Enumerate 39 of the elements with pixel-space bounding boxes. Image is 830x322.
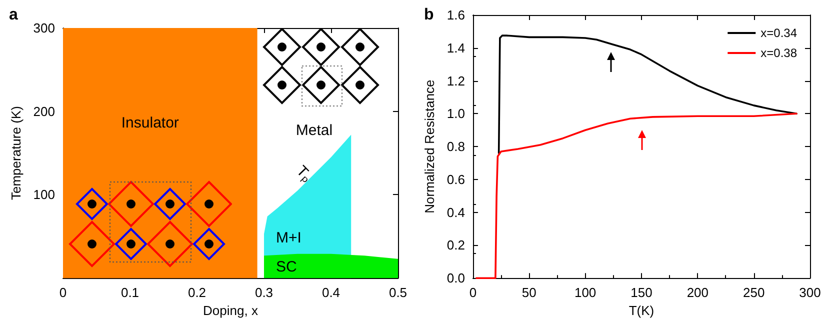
x-tick-label: 0.1 bbox=[120, 285, 140, 300]
x-tick-label: 300 bbox=[799, 285, 821, 300]
x-tick-label: 0.4 bbox=[322, 285, 340, 300]
x-tick-label: 0.2 bbox=[188, 285, 206, 300]
legend-label: x=0.34 bbox=[760, 26, 798, 40]
y-axis-title: Temperature (K) bbox=[8, 106, 24, 200]
series-label: SC bbox=[276, 258, 298, 276]
x-axis-title: Doping, x bbox=[203, 303, 258, 318]
annotation: Metal bbox=[296, 122, 333, 139]
series-label: M+I bbox=[276, 230, 302, 247]
legend-label: x=0.38 bbox=[760, 46, 798, 60]
y-tick-label: 0.6 bbox=[446, 172, 465, 187]
x-tick-label: 0.5 bbox=[388, 285, 408, 300]
y-tick-label: 0.4 bbox=[446, 204, 465, 220]
x-tick-label: 150 bbox=[630, 285, 652, 300]
band-label: Insulator bbox=[121, 114, 179, 132]
annotation: Tₚ bbox=[292, 162, 316, 186]
y-tick-label: 0.0 bbox=[446, 270, 465, 286]
x-tick-label: 250 bbox=[742, 285, 765, 300]
y-tick-label: 300 bbox=[33, 20, 55, 36]
y-tick-label: 1.4 bbox=[446, 40, 465, 56]
x-tick-label: 0 bbox=[469, 285, 477, 300]
chart-title: a bbox=[9, 6, 18, 24]
y-tick-label: 0.8 bbox=[446, 139, 465, 154]
x-tick-label: 0 bbox=[59, 285, 67, 300]
x-tick-label: 50 bbox=[522, 285, 536, 300]
y-tick-label: 1.2 bbox=[446, 73, 465, 88]
x-axis-title: T(K) bbox=[628, 303, 654, 318]
chart-title: b bbox=[424, 6, 434, 24]
y-tick-label: 1.0 bbox=[446, 106, 465, 122]
x-tick-label: 200 bbox=[686, 285, 709, 300]
y-tick-label: 100 bbox=[33, 187, 55, 202]
x-tick-label: 0.3 bbox=[254, 285, 274, 300]
y-tick-label: 200 bbox=[33, 104, 55, 119]
y-axis-title: Normalized Resistance bbox=[422, 80, 437, 214]
y-tick-label: 0.2 bbox=[446, 238, 465, 253]
line-series bbox=[475, 112, 798, 279]
y-tick-label: 1.6 bbox=[446, 8, 465, 22]
x-tick-label: 100 bbox=[574, 285, 596, 300]
